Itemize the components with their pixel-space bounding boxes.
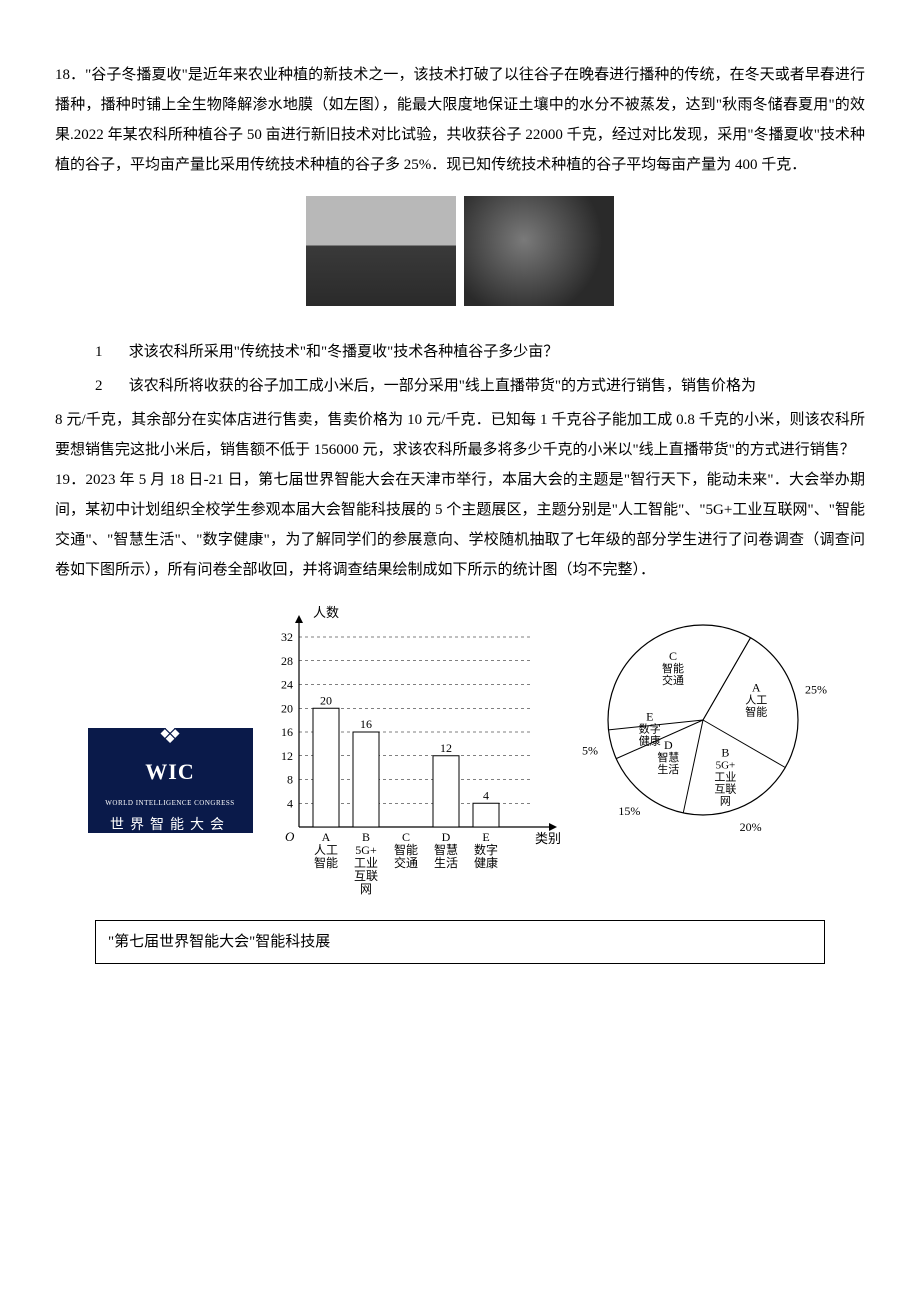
svg-text:C: C	[401, 830, 409, 844]
svg-text:人工: 人工	[313, 843, 337, 857]
q18-intro-text: "谷子冬播夏收"是近年来农业种植的新技术之一，该技术打破了以往谷子在晚春进行播种…	[55, 67, 865, 173]
bar-chart-svg: 48121620242832人数类别O20A人工智能16B5G+工业互联网C智能…	[263, 605, 563, 895]
q18-sub1-num: 1	[95, 337, 125, 367]
svg-text:16: 16	[281, 725, 293, 739]
q18-intro: 18．"谷子冬播夏收"是近年来农业种植的新技术之一，该技术打破了以往谷子在晚春进…	[55, 60, 865, 180]
svg-text:互联: 互联	[714, 782, 736, 795]
svg-text:O: O	[285, 829, 295, 844]
svg-text:互联: 互联	[353, 869, 377, 883]
svg-text:15%: 15%	[618, 804, 640, 818]
svg-text:智能: 智能	[661, 661, 683, 675]
q18-sub1-text: 求该农科所采用"传统技术"和"冬播夏收"技术各种植谷子多少亩？	[129, 344, 559, 360]
bar-chart: 48121620242832人数类别O20A人工智能16B5G+工业互联网C智能…	[263, 605, 563, 906]
svg-text:健康: 健康	[473, 855, 497, 870]
svg-text:智慧: 智慧	[657, 750, 679, 764]
q19-number: 19．	[55, 472, 85, 488]
svg-text:工业: 工业	[353, 856, 377, 870]
svg-text:4: 4	[287, 796, 293, 810]
pie-chart-svg: A人工智能25%B5G+工业互联网20%D智慧生活15%E数字健康5%C智能交通	[573, 605, 833, 845]
svg-text:5G+: 5G+	[355, 843, 377, 857]
svg-text:智慧: 智慧	[433, 842, 457, 857]
svg-text:人数: 人数	[313, 605, 339, 620]
svg-text:数字: 数字	[473, 842, 497, 857]
q18-sub2-text-a: 该农科所将收获的谷子加工成小米后，一部分采用"线上直播带货"的方式进行销售，销售…	[129, 378, 756, 394]
pie-chart: A人工智能25%B5G+工业互联网20%D智慧生活15%E数字健康5%C智能交通	[573, 605, 833, 856]
svg-text:生活: 生活	[657, 762, 679, 776]
svg-text:20: 20	[320, 693, 332, 707]
svg-text:E: E	[646, 709, 653, 723]
svg-text:生活: 生活	[433, 856, 457, 870]
svg-text:D: D	[441, 830, 450, 844]
q18-sub1: 1 求该农科所采用"传统技术"和"冬播夏收"技术各种植谷子多少亩？	[55, 337, 865, 367]
svg-text:20%: 20%	[739, 820, 761, 834]
q18-sub2-first: 2 该农科所将收获的谷子加工成小米后，一部分采用"线上直播带货"的方式进行销售，…	[55, 371, 865, 401]
millet-photo-right	[464, 196, 614, 306]
svg-text:20: 20	[281, 701, 293, 715]
svg-text:交通: 交通	[661, 673, 683, 687]
svg-text:网: 网	[719, 795, 730, 807]
svg-text:数字: 数字	[638, 721, 660, 735]
charts-row: ❖ WIC WORLD INTELLIGENCE CONGRESS 世界智能大会…	[55, 605, 865, 906]
svg-text:D: D	[663, 738, 672, 752]
svg-text:25%: 25%	[805, 683, 827, 697]
svg-text:人工: 人工	[745, 694, 767, 707]
q19-intro: 19．2023 年 5 月 18 日-21 日，第七届世界智能大会在天津市举行，…	[55, 465, 865, 585]
wic-cn: 世界智能大会	[110, 812, 230, 840]
wic-icon: ❖	[158, 722, 181, 748]
svg-text:5G+: 5G+	[715, 759, 735, 771]
caption-box: "第七届世界智能大会"智能科技展	[95, 920, 825, 964]
svg-text:16: 16	[360, 717, 372, 731]
svg-text:智能: 智能	[745, 705, 767, 719]
svg-text:E: E	[482, 830, 489, 844]
svg-text:5%: 5%	[581, 743, 597, 757]
q18-number: 18．	[55, 67, 85, 83]
wic-en: WORLD INTELLIGENCE CONGRESS	[105, 796, 234, 810]
svg-text:24: 24	[281, 678, 293, 692]
svg-text:A: A	[321, 830, 330, 844]
svg-text:交通: 交通	[393, 855, 417, 870]
caption-text: "第七届世界智能大会"智能科技展	[108, 934, 330, 950]
svg-text:智能: 智能	[393, 842, 417, 857]
svg-text:健康: 健康	[638, 733, 660, 747]
q18-sub2-num: 2	[95, 371, 125, 401]
wic-logo: ❖ WIC WORLD INTELLIGENCE CONGRESS 世界智能大会	[88, 728, 253, 833]
svg-text:28: 28	[281, 654, 293, 668]
svg-text:A: A	[751, 681, 760, 695]
svg-text:B: B	[361, 830, 369, 844]
svg-text:12: 12	[281, 749, 293, 763]
q19-intro-text: 2023 年 5 月 18 日-21 日，第七届世界智能大会在天津市举行，本届大…	[55, 472, 865, 578]
svg-text:4: 4	[483, 788, 489, 802]
q18-sub2-cont: 8 元/千克，其余部分在实体店进行售卖，售卖价格为 10 元/千克．已知每 1 …	[55, 405, 865, 465]
q18-images	[55, 196, 865, 317]
svg-text:类别: 类别	[535, 831, 561, 846]
svg-text:智能: 智能	[313, 855, 337, 870]
svg-text:工业: 工业	[714, 770, 736, 783]
wic-big: WIC	[145, 750, 194, 794]
svg-text:C: C	[668, 649, 676, 663]
svg-text:8: 8	[287, 773, 293, 787]
svg-text:网: 网	[359, 882, 371, 895]
field-photo-left	[306, 196, 456, 306]
svg-text:12: 12	[440, 741, 452, 755]
svg-text:32: 32	[281, 630, 293, 644]
svg-text:B: B	[721, 745, 729, 759]
